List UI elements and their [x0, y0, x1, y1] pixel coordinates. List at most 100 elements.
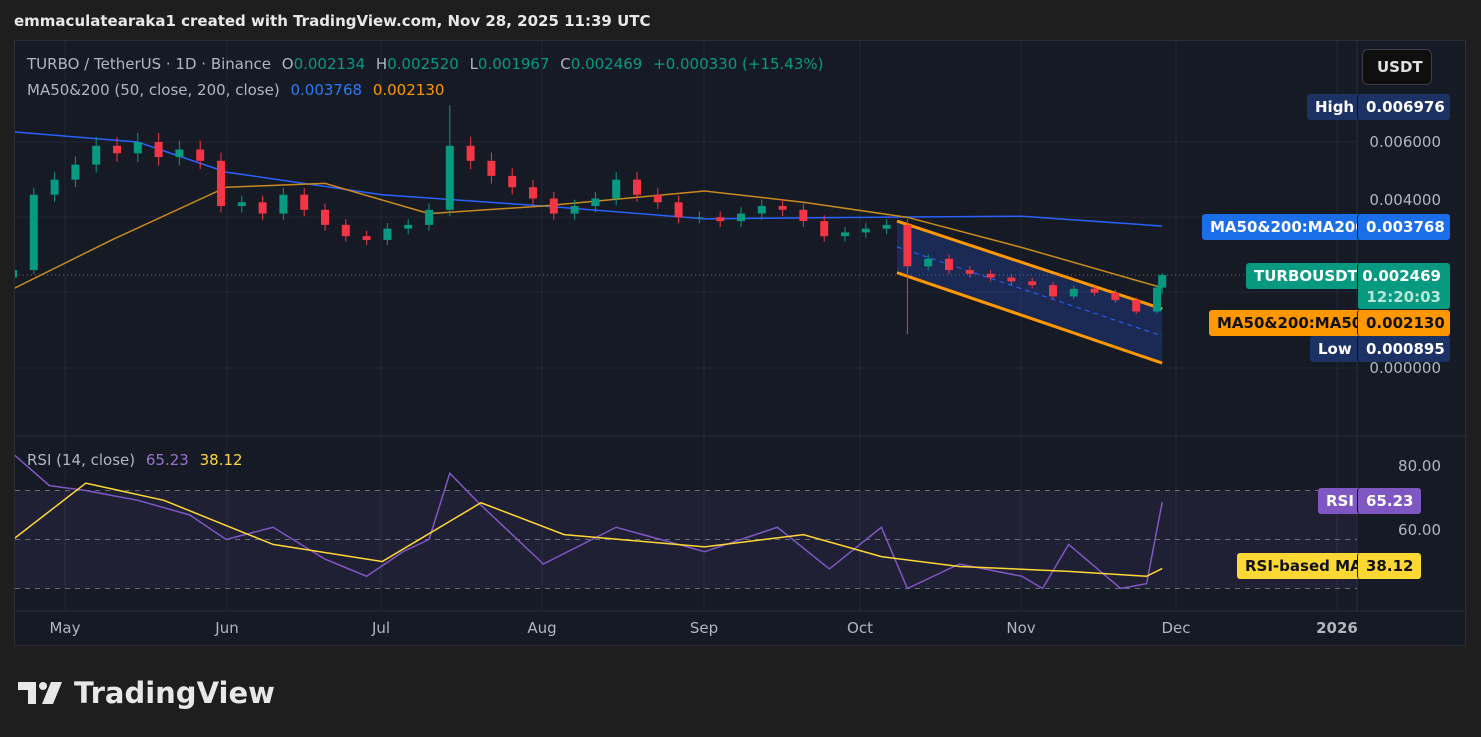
candle-body: [737, 213, 745, 222]
candle-body: [549, 198, 558, 214]
candle-body: [986, 273, 995, 278]
candle-body: [362, 236, 371, 240]
tradingview-logo-icon: [18, 682, 62, 704]
current-price: 0.002469: [1362, 267, 1441, 285]
ma200-tag: MA50&200:MA200: [1202, 214, 1374, 240]
price-tick: 0.006000: [1369, 133, 1441, 151]
candle-body: [50, 179, 59, 195]
candle-body: [695, 217, 704, 219]
candle-body: [196, 149, 205, 161]
candle-body: [924, 258, 933, 267]
candle-body: [1158, 275, 1167, 288]
rsi-value: 65.23: [145, 451, 189, 469]
candle-body: [154, 141, 163, 158]
price-tick: 0.000000: [1369, 359, 1441, 377]
chart-canvas[interactable]: [15, 41, 1467, 647]
candle-body: [1111, 292, 1120, 301]
candle-body: [903, 224, 912, 267]
time-label: Jul: [371, 619, 391, 637]
candle-body: [633, 179, 641, 195]
time-label: 2026: [1316, 619, 1358, 637]
candle-body: [799, 209, 808, 222]
rsi-tag-value: 65.23: [1357, 488, 1421, 514]
candle-body: [15, 270, 17, 278]
low-tag: Low: [1310, 336, 1360, 362]
high-tag-label: High: [1315, 98, 1355, 116]
open-label: O: [281, 55, 294, 73]
time-label: Aug: [527, 619, 557, 637]
chart-panel[interactable]: TURBO / TetherUS · 1D · Binance O0.00213…: [14, 40, 1467, 647]
candle-body: [404, 224, 413, 229]
rsi-tag: RSI: [1318, 488, 1362, 514]
candle-body: [841, 232, 849, 237]
candle-body: [612, 179, 621, 199]
ma-title[interactable]: MA50&200 (50, close, 200, close): [27, 81, 280, 99]
candle-body: [1132, 300, 1141, 312]
rsi-tick: 80.00: [1398, 457, 1441, 475]
candle-body: [674, 202, 683, 218]
candle-body: [529, 187, 537, 199]
ma50-line: [15, 182, 1163, 289]
rsi-ma-line: [15, 482, 1163, 578]
currency-button[interactable]: USDT: [1362, 49, 1432, 85]
time-label: Dec: [1161, 619, 1191, 637]
candle-body: [321, 209, 329, 225]
time-label: Nov: [1006, 619, 1036, 637]
rsi-ma-value: 38.12: [199, 451, 243, 469]
logo-text: TradingView: [74, 676, 275, 710]
rsi-tick: 60.00: [1398, 521, 1441, 539]
candle-body: [570, 206, 579, 214]
time-label: Sep: [689, 619, 719, 637]
time-label: Oct: [847, 619, 873, 637]
candle-body: [29, 194, 38, 271]
close-value: 0.002469: [570, 55, 643, 73]
candle-body: [487, 160, 496, 176]
candle-body: [716, 217, 725, 222]
close-label: C: [560, 55, 571, 73]
ma-legend: MA50&200 (50, close, 200, close) 0.00376…: [27, 81, 450, 99]
rsi-legend: RSI (14, close) 65.23 38.12: [27, 451, 249, 469]
time-label: May: [49, 619, 81, 637]
candle-body: [445, 145, 454, 210]
open-value: 0.002134: [293, 55, 366, 73]
rsi-line: [15, 454, 1163, 590]
symbol-legend: TURBO / TetherUS · 1D · Binance O0.00213…: [27, 55, 830, 73]
price-tick: 0.004000: [1369, 191, 1441, 209]
candle-body: [1153, 287, 1161, 312]
symbol-title[interactable]: TURBO / TetherUS · 1D · Binance: [27, 55, 271, 73]
candle-body: [861, 228, 870, 233]
ma50-tag-value: 0.002130: [1357, 310, 1450, 336]
bar-countdown: 12:20:03: [1366, 288, 1441, 306]
high-tag: High: [1307, 94, 1363, 120]
candle-body: [217, 160, 225, 207]
candle-body: [1007, 277, 1016, 282]
low-value: 0.001967: [477, 55, 550, 73]
candle-body: [279, 194, 288, 214]
candle-body: [965, 270, 974, 274]
candle-body: [133, 141, 142, 154]
candle-body: [113, 145, 121, 154]
candle-body: [300, 194, 309, 210]
candle-body: [653, 194, 662, 203]
candle-body: [1049, 285, 1057, 297]
candle-body: [237, 202, 246, 207]
candle-body: [425, 209, 433, 225]
tradingview-logo[interactable]: TradingView: [18, 676, 275, 710]
candle-body: [757, 206, 766, 214]
candle-body: [820, 221, 829, 237]
low-tag-value: 0.000895: [1357, 336, 1450, 362]
candle-body: [591, 198, 600, 207]
rsi-title[interactable]: RSI (14, close): [27, 451, 136, 469]
candle-body: [778, 206, 787, 210]
price-tag: 0.002469 12:20:03: [1357, 263, 1450, 309]
symbol-tag: TURBOUSDT: [1246, 263, 1366, 289]
high-label: H: [375, 55, 388, 73]
candle-body: [1028, 281, 1037, 286]
rsi-ma-tag-value: 38.12: [1357, 553, 1421, 579]
candle-body: [945, 258, 953, 271]
ma50-value: 0.002130: [372, 81, 445, 99]
candle-body: [71, 164, 80, 180]
candle-body: [882, 224, 891, 229]
candle-body: [508, 175, 517, 188]
ma50-tag: MA50&200:MA50: [1209, 310, 1371, 336]
